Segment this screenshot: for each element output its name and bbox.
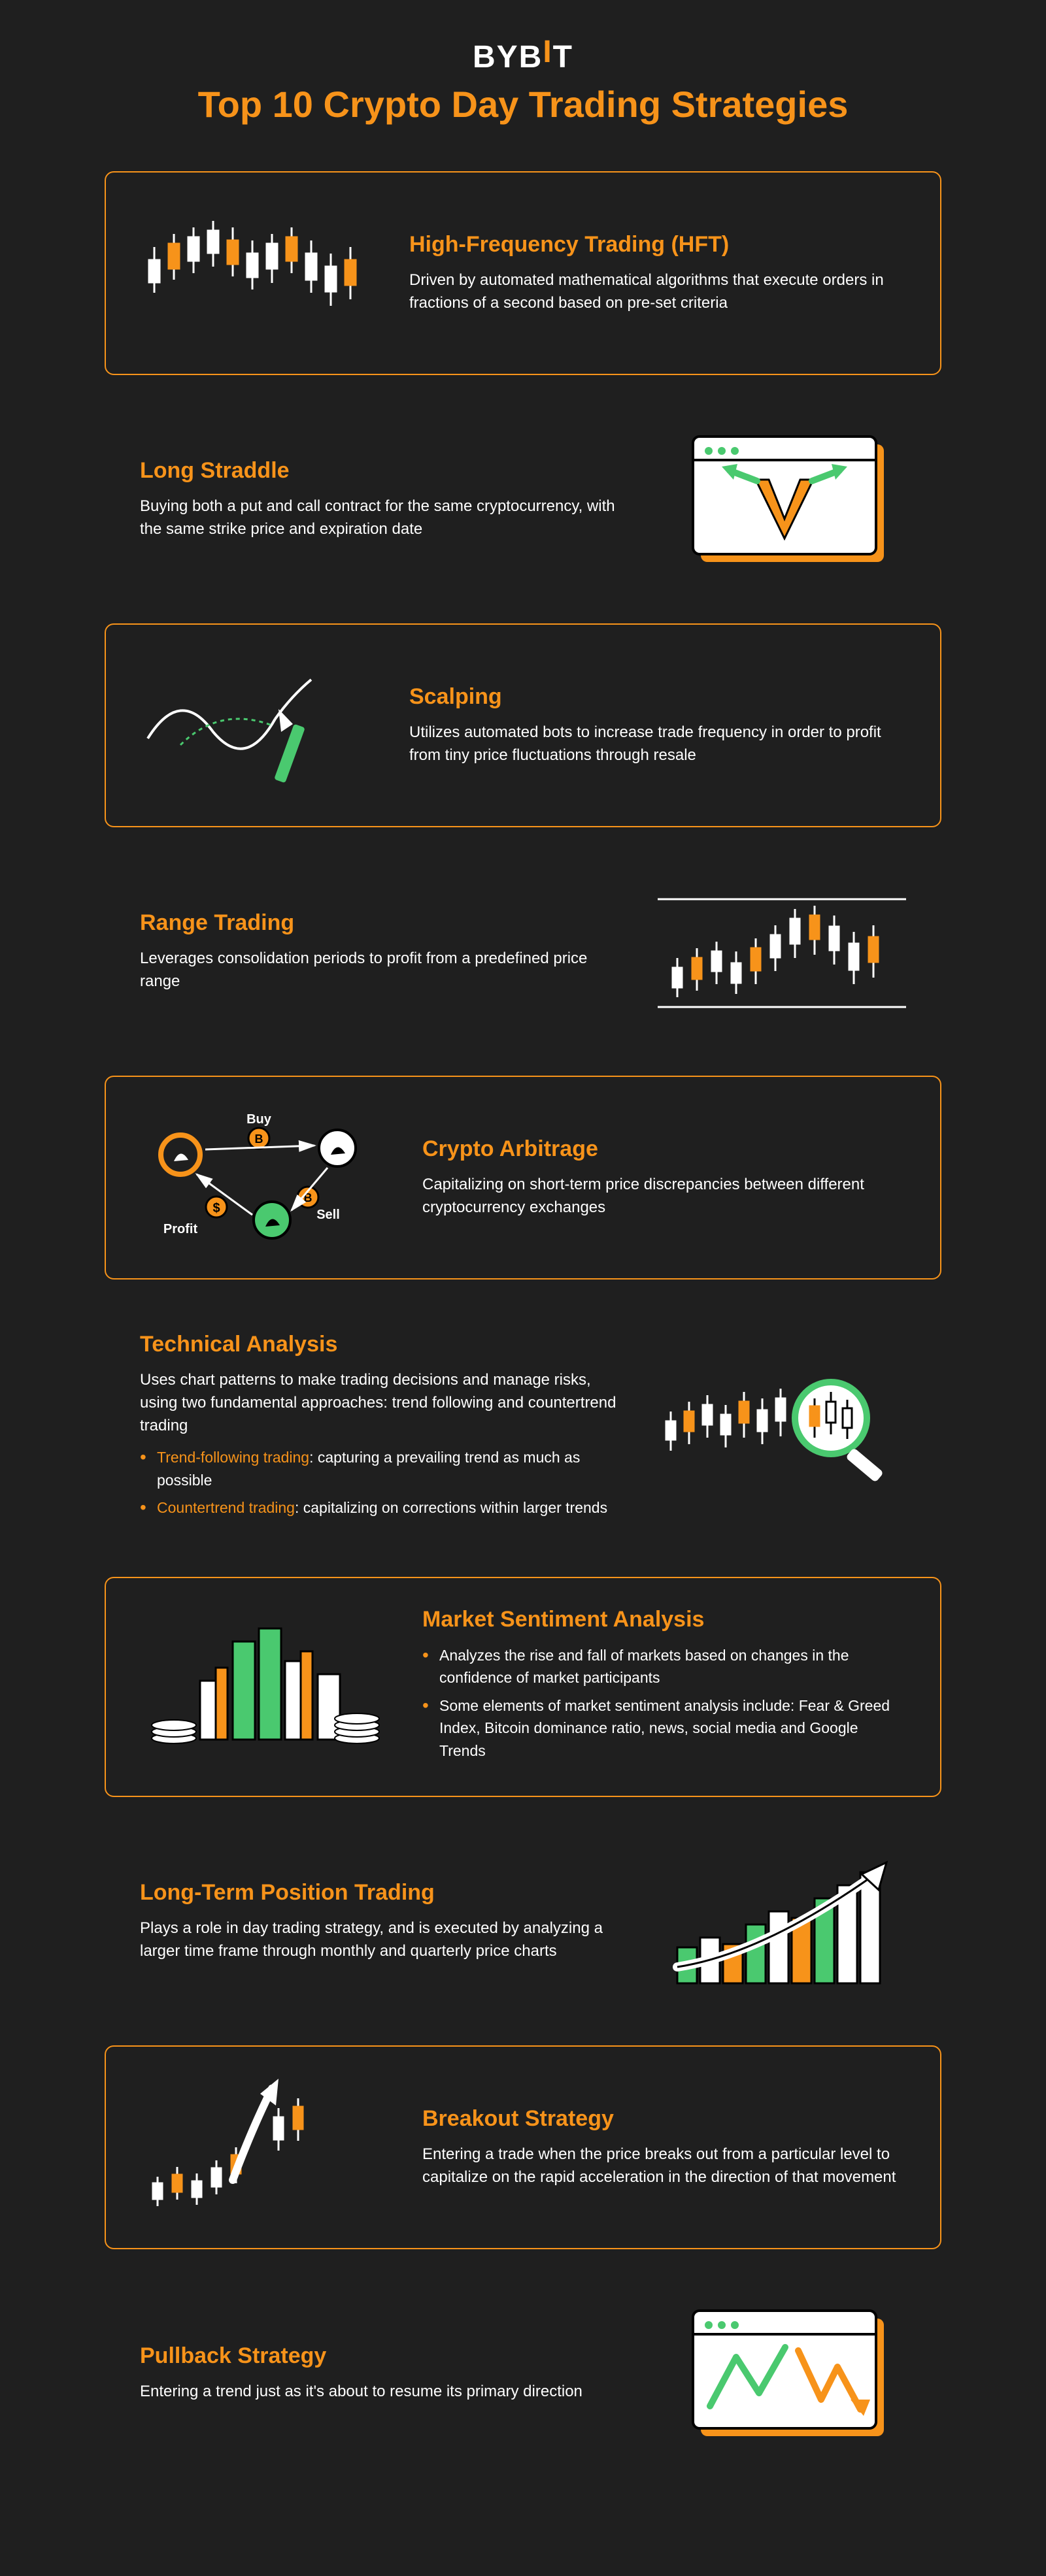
title-sentiment: Market Sentiment Analysis <box>422 1607 905 1632</box>
desc-ta: Uses chart patterns to make trading deci… <box>140 1369 625 1437</box>
title-breakout: Breakout Strategy <box>422 2106 905 2132</box>
bullet-ta-1: Trend-following trading: capturing a pre… <box>140 1446 625 1491</box>
desc-pullback: Entering a trend just as it's about to r… <box>140 2381 638 2403</box>
candles-icon <box>141 208 377 339</box>
brand-logo: BYBIT <box>105 39 941 75</box>
brand-a: BYB <box>473 40 543 74</box>
title-arbitrage: Crypto Arbitrage <box>422 1136 905 1162</box>
title-pullback: Pullback Strategy <box>140 2343 638 2369</box>
gfx-range <box>658 880 906 1023</box>
brand-b: T <box>553 40 573 74</box>
title-long-straddle: Long Straddle <box>140 458 638 484</box>
desc-longterm: Plays a role in day trading strategy, an… <box>140 1917 625 1963</box>
window-zigzag-icon <box>684 2302 893 2445</box>
desc-range: Leverages consolidation periods to profi… <box>140 948 625 993</box>
arbitrage-cycle-icon: B B $ Buy Sell Profit <box>141 1102 390 1253</box>
desc-scalping: Utilizes automated bots to increase trad… <box>409 721 905 767</box>
label-buy: Buy <box>246 1112 272 1127</box>
label-profit: Profit <box>163 1222 198 1236</box>
gfx-sentiment <box>141 1615 390 1759</box>
svg-text:$: $ <box>212 1201 220 1215</box>
card-breakout: Breakout Strategy Entering a trade when … <box>105 2045 941 2249</box>
svg-text:B: B <box>255 1132 263 1146</box>
bars-coins-icon <box>141 1615 390 1759</box>
label-sell: Sell <box>316 1208 340 1222</box>
bullets-ta: Trend-following trading: capturing a pre… <box>140 1446 625 1519</box>
desc-hft: Driven by automated mathematical algorit… <box>409 269 905 315</box>
card-scalping: Scalping Utilizes automated bots to incr… <box>105 623 941 827</box>
title-longterm: Long-Term Position Trading <box>140 1880 625 1906</box>
bullet-sentiment-2: Some elements of market sentiment analys… <box>422 1694 905 1762</box>
gfx-hft <box>141 201 377 345</box>
bullet-sentiment-1: Analyzes the rise and fall of markets ba… <box>422 1644 905 1689</box>
desc-breakout: Entering a trade when the price breaks o… <box>422 2143 905 2189</box>
title-range: Range Trading <box>140 910 625 936</box>
rising-bars-arrow-icon <box>658 1849 906 1993</box>
desc-arbitrage: Capitalizing on short-term price discrep… <box>422 1174 905 1219</box>
bullet-ta-2: Countertrend trading: capitalizing on co… <box>140 1496 625 1519</box>
title-ta: Technical Analysis <box>140 1332 625 1357</box>
card-longterm: Long-Term Position Trading Plays a role … <box>105 1836 941 2006</box>
card-long-straddle: Long Straddle Buying both a put and call… <box>105 414 941 584</box>
gfx-longterm <box>658 1849 906 1993</box>
gfx-scalping <box>141 653 377 797</box>
page-title: Top 10 Crypto Day Trading Strategies <box>105 83 941 125</box>
title-hft: High-Frequency Trading (HFT) <box>409 232 905 257</box>
magnifier-candles-icon <box>658 1359 906 1496</box>
desc-long-straddle: Buying both a put and call contract for … <box>140 495 638 541</box>
breakout-candles-icon <box>141 2075 390 2219</box>
window-v-arrows-icon <box>684 427 893 571</box>
card-pullback: Pullback Strategy Entering a trend just … <box>105 2288 941 2458</box>
gfx-long-straddle <box>671 427 906 571</box>
card-ta: Technical Analysis Uses chart patterns t… <box>105 1319 941 1538</box>
card-range: Range Trading Leverages consolidation pe… <box>105 867 941 1036</box>
gfx-pullback <box>671 2302 906 2445</box>
card-sentiment: Market Sentiment Analysis Analyzes the r… <box>105 1577 941 1798</box>
brand-accent-i: I <box>543 35 552 69</box>
gfx-arbitrage: B B $ Buy Sell Profit <box>141 1106 390 1249</box>
card-arbitrage: B B $ Buy Sell Profit Crypto Arbitrage C… <box>105 1076 941 1280</box>
bullets-sentiment: Analyzes the rise and fall of markets ba… <box>422 1644 905 1762</box>
title-scalping: Scalping <box>409 684 905 710</box>
scalpel-wave-icon <box>141 660 377 791</box>
card-hft: High-Frequency Trading (HFT) Driven by a… <box>105 171 941 375</box>
gfx-breakout <box>141 2075 390 2219</box>
gfx-ta <box>658 1356 906 1500</box>
range-candles-icon <box>658 886 906 1017</box>
